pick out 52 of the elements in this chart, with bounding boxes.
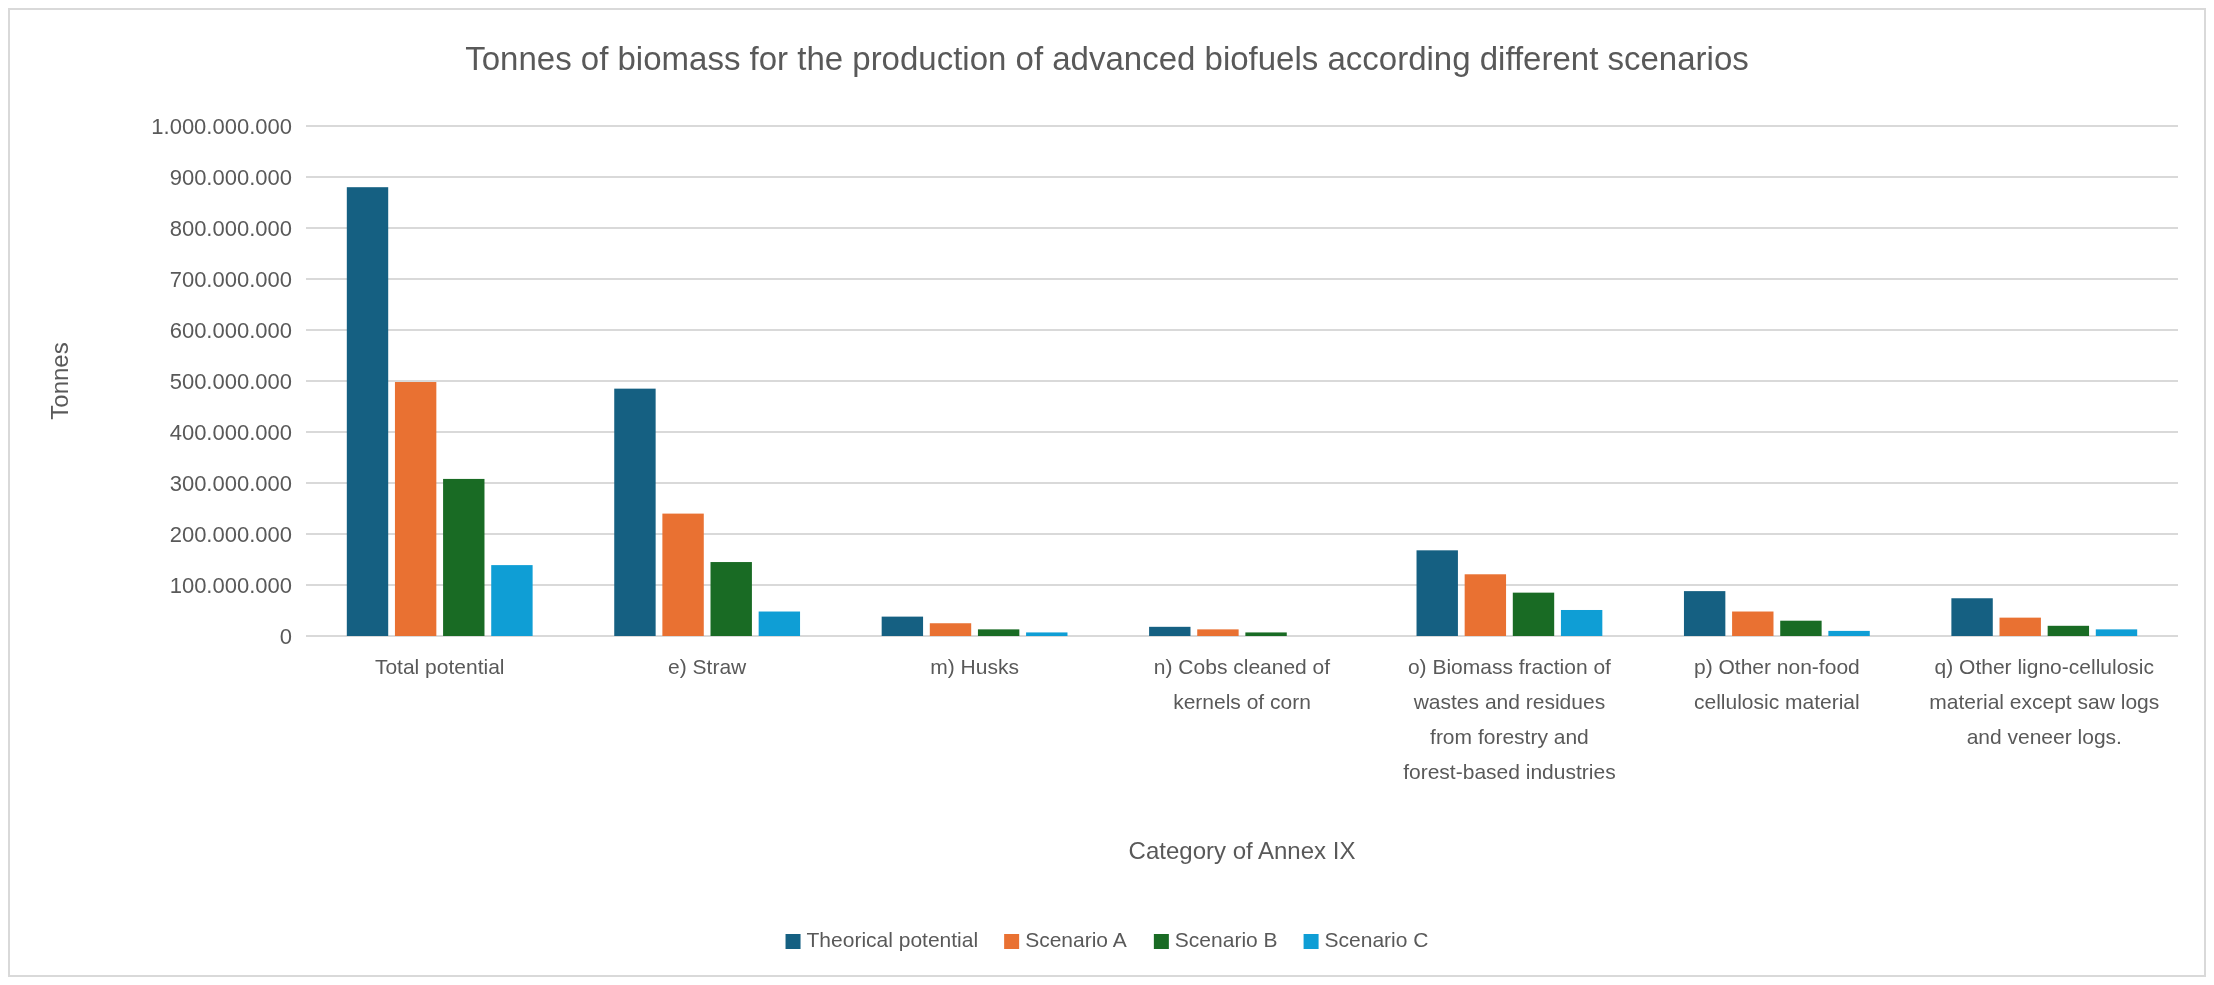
y-tick-label: 600.000.000 [169, 318, 292, 343]
y-tick-label: 200.000.000 [169, 522, 292, 547]
bar [1560, 609, 1603, 636]
bar [346, 187, 389, 636]
legend-label: Scenario B [1174, 928, 1278, 951]
legend-label: Scenario A [1025, 928, 1127, 951]
y-tick-label: 1.000.000.000 [151, 114, 292, 139]
chart-title: Tonnes of biomass for the production of advanced biofuels according different scenarios [465, 40, 1749, 77]
x-tick-label: o) Biomass fraction of wastes and residues from forestry and forest-based industries [1403, 655, 1616, 783]
bar [1780, 620, 1822, 636]
bar [710, 562, 752, 636]
bar [1026, 632, 1068, 636]
bar [1951, 598, 1993, 636]
x-tick-label: Total potential [374, 655, 505, 678]
bar [443, 478, 485, 636]
bar [758, 611, 801, 636]
bar [2095, 629, 2138, 636]
y-tick-label: 800.000.000 [169, 216, 292, 241]
bar [1197, 629, 1239, 636]
y-tick-label: 500.000.000 [169, 369, 292, 394]
y-axis-title: Tonnes [46, 342, 73, 420]
y-tick-label: 700.000.000 [169, 267, 292, 292]
bar [1683, 591, 1726, 636]
bar [1732, 611, 1774, 636]
bar [614, 388, 656, 636]
bar [1828, 630, 1870, 636]
bar [1416, 550, 1458, 636]
x-tick-label: q) Other ligno-cellulosic material except saw logs and veneer logs. [1929, 655, 2160, 748]
bar [1999, 617, 2041, 636]
bar [1512, 592, 1555, 636]
bar [1245, 632, 1287, 636]
legend-label: Theorical potential [806, 928, 979, 951]
x-tick-label: n) Cobs cleaned of kernels of corn [1153, 655, 1331, 713]
bar [977, 629, 1020, 636]
y-tick-label: 900.000.000 [169, 165, 292, 190]
bar [1149, 626, 1191, 636]
y-tick-label: 300.000.000 [169, 471, 292, 496]
bar [491, 565, 533, 636]
bar [2047, 625, 2090, 636]
bar [929, 623, 972, 636]
legend-label: Scenario C [1324, 928, 1429, 951]
bar [881, 616, 924, 636]
bar [1464, 574, 1507, 636]
y-tick-label: 100.000.000 [169, 573, 292, 598]
bar [394, 382, 437, 636]
x-tick-label: e) Straw [668, 655, 748, 678]
bar [662, 513, 704, 636]
x-tick-label: p) Other non-food cellulosic material [1693, 655, 1860, 713]
y-tick-label: 0 [279, 624, 292, 649]
x-axis-title: Category of Annex IX [1128, 837, 1356, 864]
y-tick-label: 400.000.000 [169, 420, 292, 445]
x-tick-label: m) Husks [930, 655, 1019, 678]
